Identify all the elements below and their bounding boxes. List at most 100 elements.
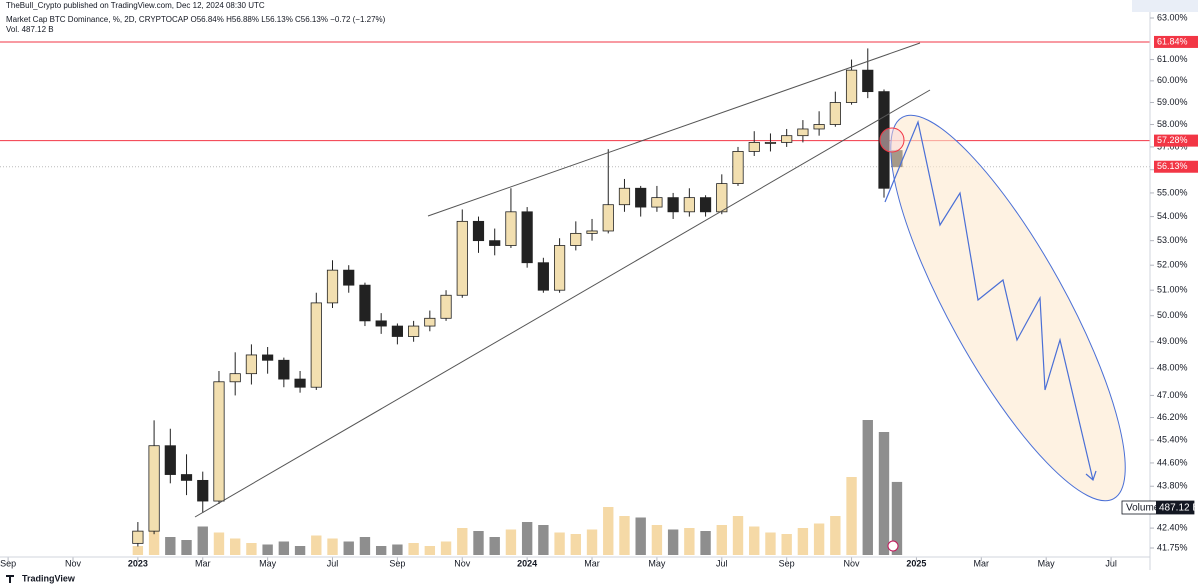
volume-bar xyxy=(181,540,192,555)
x-tick-label: Mar xyxy=(974,558,990,568)
volume-bar xyxy=(684,528,695,555)
projection-arrowhead xyxy=(1085,470,1097,482)
candle-body xyxy=(262,354,274,361)
candle-body xyxy=(797,128,809,137)
x-tick-label: May xyxy=(648,558,666,568)
candle-body xyxy=(245,354,258,375)
volume-bar xyxy=(294,546,306,555)
candle-body xyxy=(197,479,209,502)
volume-bar xyxy=(538,525,549,555)
candle-body xyxy=(651,197,663,208)
candle-body xyxy=(570,232,582,246)
candle-body xyxy=(781,135,793,143)
y-tick-label: 47.00% xyxy=(1157,390,1188,400)
x-tick-label: Mar xyxy=(195,558,211,568)
candle-body xyxy=(716,183,728,213)
volume-bar xyxy=(278,541,290,555)
high-name-box xyxy=(1132,0,1154,12)
axis-background xyxy=(1150,0,1200,588)
candle-body xyxy=(148,445,160,532)
candle-body xyxy=(862,69,874,93)
projection-ellipse xyxy=(890,114,1126,502)
candle-body xyxy=(375,320,387,327)
candle-body xyxy=(618,187,631,206)
candle-body xyxy=(326,269,339,304)
x-tick-label: Nov xyxy=(65,558,82,568)
y-tick-label: 54.00% xyxy=(1157,211,1188,221)
volume-bar xyxy=(781,534,792,555)
candle-body xyxy=(521,211,533,264)
x-tick-label: Nov xyxy=(454,558,471,568)
y-tick-label: 60.00% xyxy=(1157,75,1188,85)
y-tick-label: 53.00% xyxy=(1157,235,1188,245)
candle-body xyxy=(489,240,501,246)
candle-body xyxy=(229,373,241,383)
volume-value: 487.12 B xyxy=(1159,503,1199,514)
candle-body xyxy=(748,142,760,152)
volume-bar xyxy=(732,516,744,555)
logo xyxy=(6,575,14,583)
y-tick-label: 48.00% xyxy=(1157,363,1188,373)
volume-bar xyxy=(132,546,144,555)
x-tick-label: Nov xyxy=(844,558,861,568)
volume-bar xyxy=(246,543,257,555)
chart-title: Market Cap BTC Dominance, %, 2D, CRYPTOC… xyxy=(6,15,386,24)
candle-body xyxy=(456,220,468,296)
volume-bar xyxy=(327,538,338,555)
y-tick-label: 63.00% xyxy=(1157,12,1188,22)
candle-body xyxy=(505,211,517,246)
volume-bar xyxy=(603,507,614,555)
x-tick-label: Mar xyxy=(584,558,600,568)
highlight-circle xyxy=(879,127,905,153)
candle-body xyxy=(424,317,436,327)
y-tick-label: 44.60% xyxy=(1157,457,1188,467)
level-label-box xyxy=(1154,134,1198,147)
wedge-upper-line xyxy=(427,42,921,217)
volume-bar xyxy=(197,526,208,555)
candle-body xyxy=(310,302,322,388)
event-marker[interactable] xyxy=(887,540,899,552)
candle-body xyxy=(132,530,144,544)
volume-bar xyxy=(749,526,760,555)
candle-body xyxy=(294,378,306,388)
x-tick-label: 2025 xyxy=(906,558,926,568)
x-tick-label: Jul xyxy=(716,558,728,568)
level-label-box xyxy=(1154,160,1198,173)
candle-body xyxy=(472,220,485,242)
high-label-box xyxy=(1154,0,1198,12)
x-tick-label: Sep xyxy=(779,558,795,568)
volume-bar xyxy=(554,532,565,555)
volume-bar xyxy=(619,516,630,555)
candle-body xyxy=(602,204,614,232)
candle-body xyxy=(845,69,858,103)
candle-body xyxy=(440,294,452,319)
candle-body xyxy=(813,124,825,130)
candle-body xyxy=(213,381,225,502)
y-tick-label: 55.00% xyxy=(1157,187,1188,197)
volume-bar xyxy=(343,541,354,555)
volume-bar xyxy=(489,537,500,555)
volume-label: Volume xyxy=(1126,503,1160,514)
level-label-box xyxy=(1154,35,1198,48)
grid: Sep Nov 2023 Mar May Jul Sep Nov 2024 Mar May Jul Se… xyxy=(0,41,1150,568)
footer: TradingView xyxy=(22,573,76,583)
volume-bar xyxy=(797,528,809,555)
y-tick-label: 52.00% xyxy=(1157,260,1188,270)
level-label: 57.28% xyxy=(1157,135,1188,145)
y-tick-label: 41.75% xyxy=(1157,542,1188,552)
volume-bar xyxy=(846,477,857,555)
volume-bar xyxy=(521,522,533,555)
candle-body xyxy=(683,197,695,213)
level-label: 61.84% xyxy=(1157,36,1188,46)
candle-body xyxy=(586,230,598,234)
level-label: 56.13% xyxy=(1157,161,1188,171)
candle-body xyxy=(732,151,744,185)
y-tick-label: 58.00% xyxy=(1157,119,1188,129)
volume-bar xyxy=(473,531,484,555)
volume-bar xyxy=(830,516,841,555)
volume-bar xyxy=(311,535,322,555)
volume-layer xyxy=(132,420,903,555)
volume-bar xyxy=(586,529,598,555)
y-tick-label: 42.40% xyxy=(1157,522,1188,532)
